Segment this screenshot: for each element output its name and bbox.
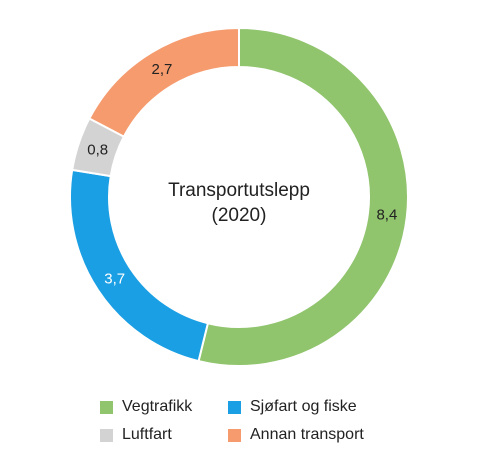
chart-center-title: Transportutslepp (2020)	[119, 178, 359, 228]
legend-swatch	[228, 428, 241, 442]
chart-subtitle: (2020)	[211, 205, 267, 226]
legend-item-annan-transport: Annan transport	[228, 425, 398, 445]
legend-swatch	[100, 428, 113, 442]
legend-label: Annan transport	[250, 426, 364, 443]
slice-vegtrafikk	[197, 26, 409, 367]
legend-item-sjofart-og-fiske: Sjøfart og fiske	[228, 397, 398, 417]
legend: Vegtrafikk Sjøfart og fiske Luftfart Ann…	[100, 397, 420, 445]
legend-label: Sjøfart og fiske	[250, 398, 357, 415]
chart-title: Transportutslepp	[168, 180, 310, 201]
data-label-sjofart-og-fiske: 3,7	[104, 271, 125, 288]
legend-item-luftfart: Luftfart	[100, 425, 228, 445]
legend-label: Vegtrafikk	[122, 398, 193, 415]
data-label-luftfart: 0,8	[87, 141, 108, 158]
data-label-vegtrafikk: 8,4	[376, 206, 397, 223]
legend-swatch	[100, 400, 113, 414]
data-label-annan-transport: 2,7	[151, 61, 172, 78]
legend-item-vegtrafikk: Vegtrafikk	[100, 397, 228, 417]
slice-annan-transport	[88, 26, 240, 138]
legend-swatch	[228, 400, 241, 414]
legend-label: Luftfart	[122, 426, 172, 443]
